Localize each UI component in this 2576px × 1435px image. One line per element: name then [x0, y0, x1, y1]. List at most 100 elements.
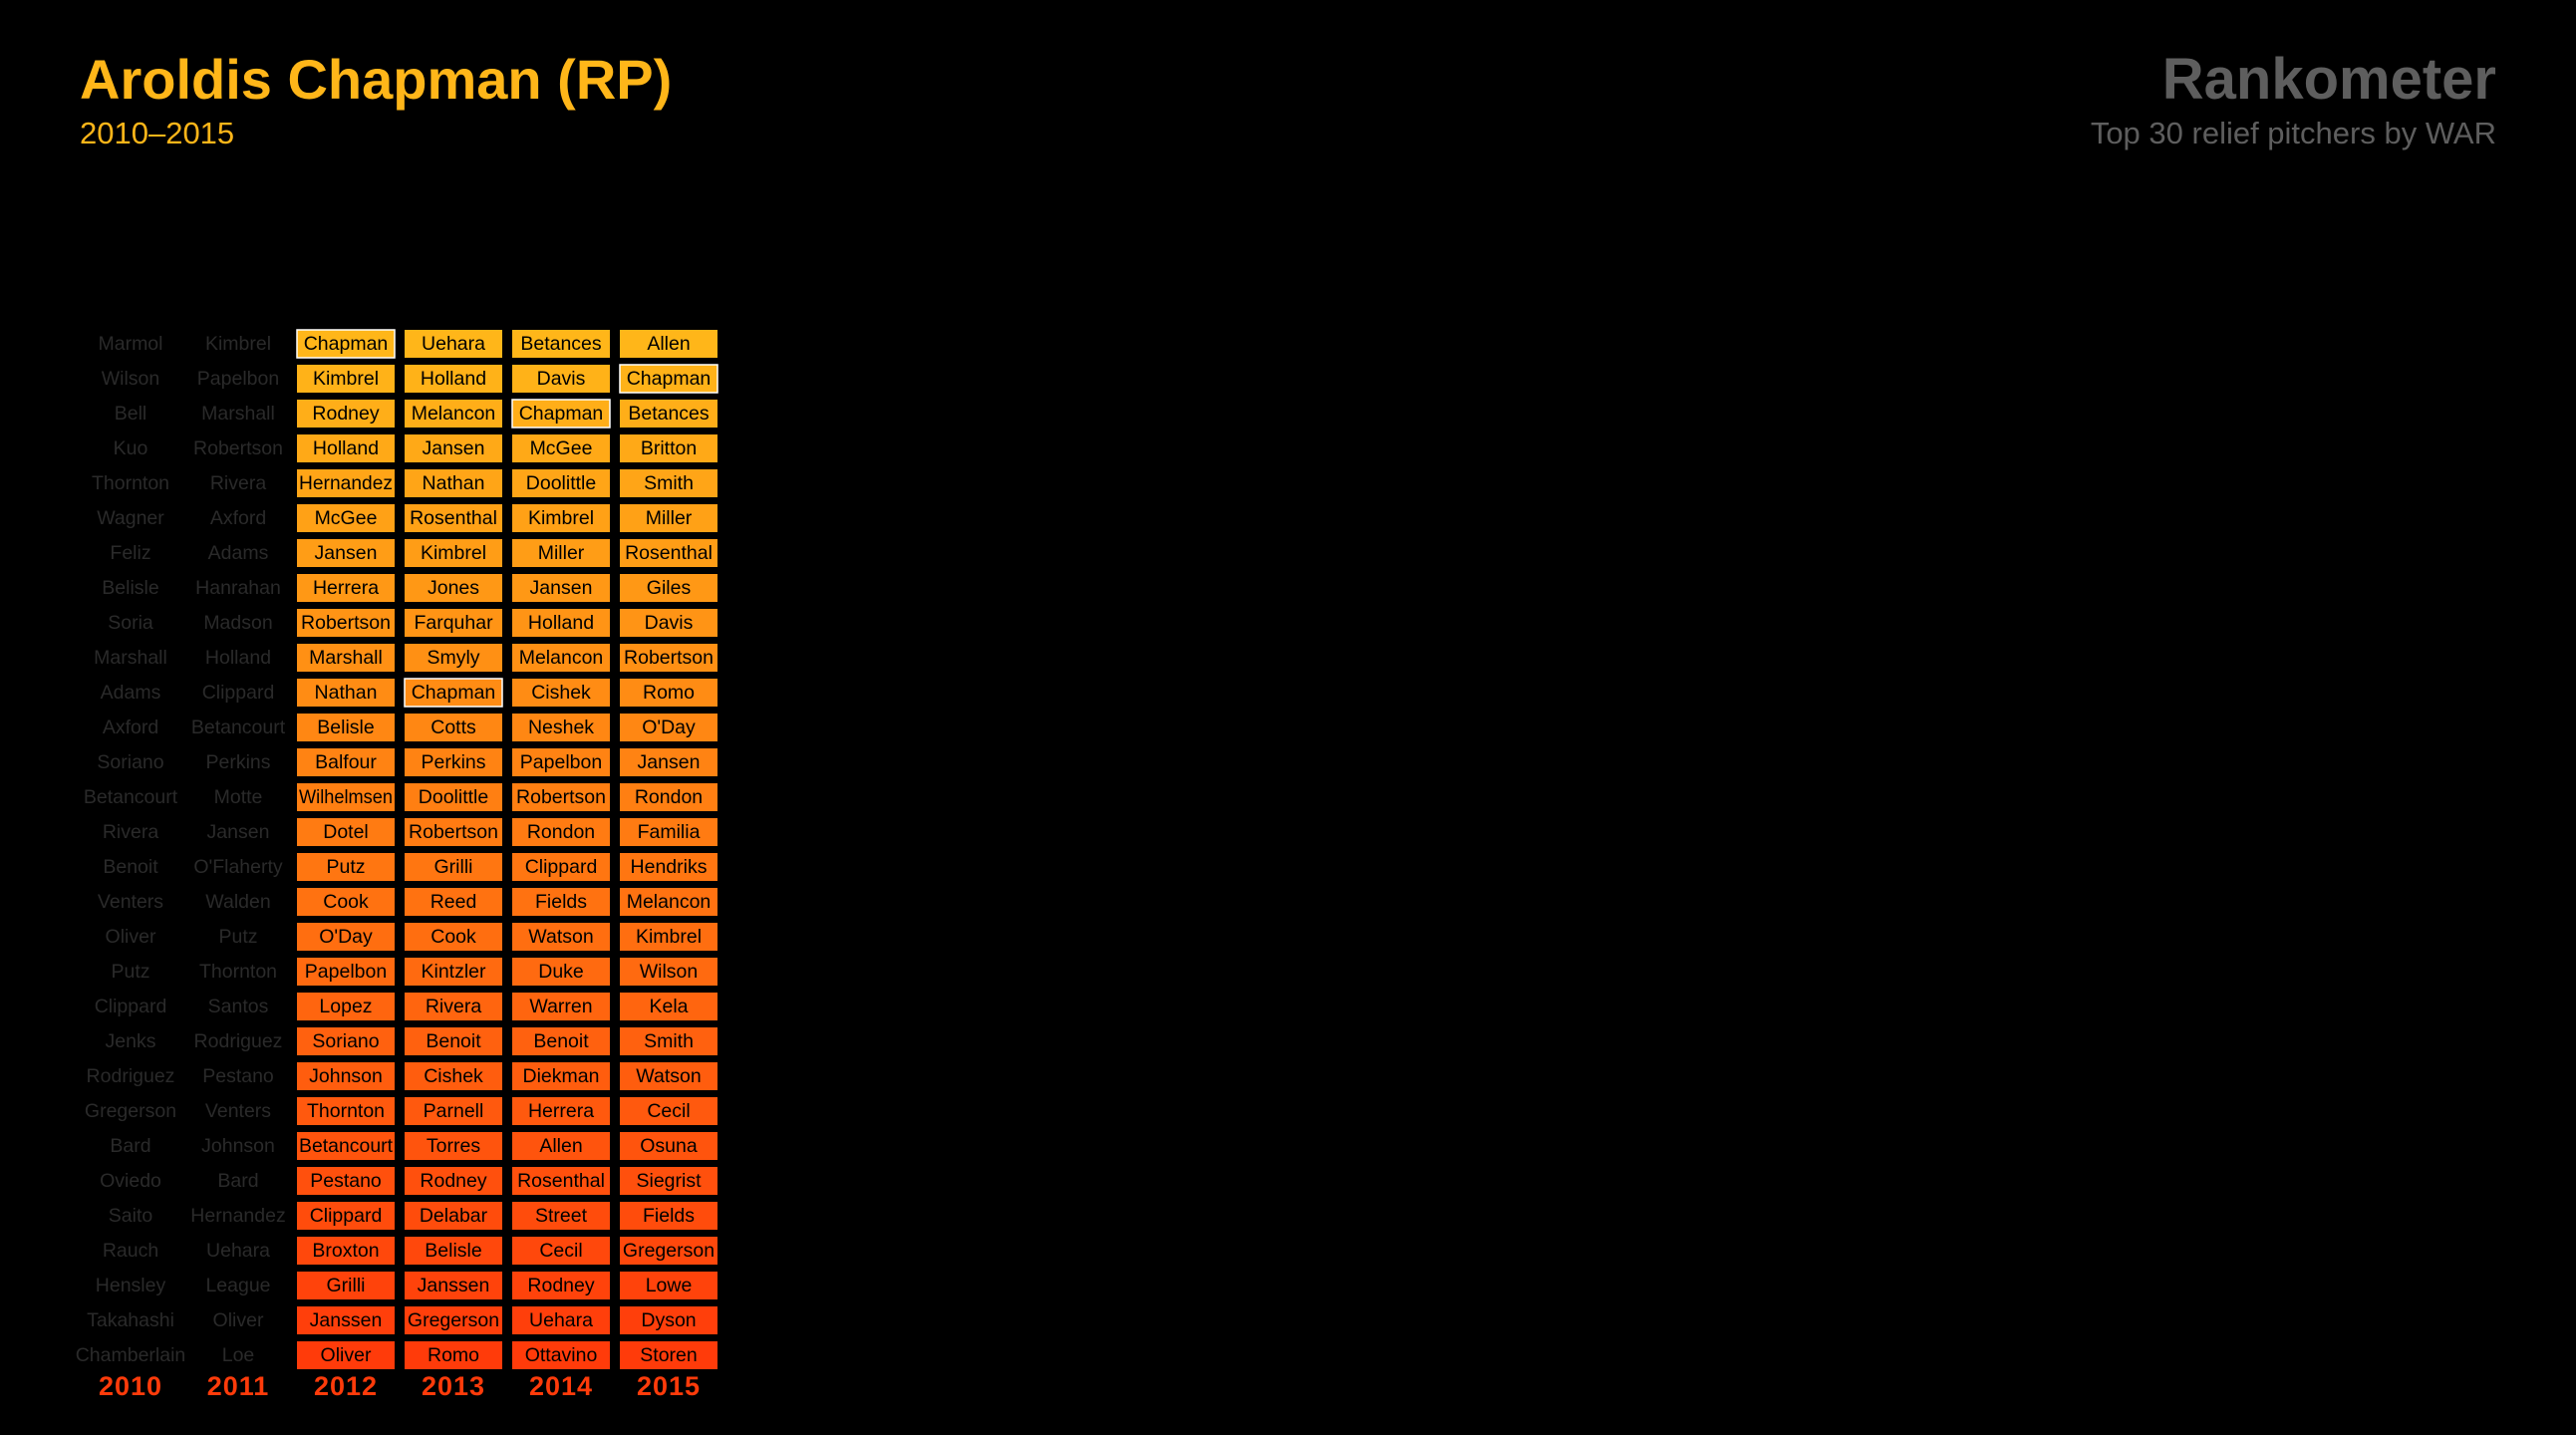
rank-cell-label: Osuna [640, 1135, 698, 1157]
rank-cell-label: Wilhelmsen [299, 786, 393, 808]
rank-cell-bg [512, 469, 610, 497]
rank-cell-label: Jansen [530, 577, 593, 599]
rank-cell-label: Jansen [207, 821, 270, 843]
rank-cell-bg [405, 958, 502, 986]
rank-cell-label: Hanrahan [195, 577, 281, 599]
rank-cell-bg [405, 853, 502, 881]
rank-cell-bg [620, 888, 717, 916]
rank-cell-label: Uehara [206, 1240, 270, 1262]
year-column-2013: Uehara Holland Melancon Jansen Nathan Rosenth… [404, 330, 503, 1369]
rank-cell-label: Balfour [315, 751, 377, 773]
rank-cell-label: Adams [101, 682, 161, 704]
rank-cell-bg [620, 1132, 717, 1160]
rank-cell-label: Putz [111, 961, 149, 983]
rank-cell-bg [512, 539, 610, 567]
rank-cell-label: Rivera [103, 821, 159, 843]
rank-cell-label: Reed [430, 891, 477, 913]
rank-cell-bg [620, 1097, 717, 1125]
rank-cell-label: Grilli [434, 856, 473, 878]
rank-cell-label: Chamberlain [76, 1344, 186, 1366]
rank-cell-bg [512, 1272, 610, 1299]
rank-cell-bg [512, 888, 610, 916]
rank-cell-label: Rosenthal [625, 542, 713, 564]
rank-cell-bg [512, 574, 610, 602]
rank-cell-bg [620, 644, 717, 672]
rank-cell-label: Hernandez [299, 472, 393, 494]
rank-cell-bg [405, 574, 502, 602]
rank-cell-bg [405, 1027, 502, 1055]
rank-cell-bg [405, 1167, 502, 1195]
rank-cell-label: Holland [528, 612, 594, 634]
rank-cell-bg [512, 609, 610, 637]
rank-cell-bg [512, 714, 610, 741]
rank-cell-bg [405, 609, 502, 637]
rank-cell-bg [297, 365, 395, 393]
rank-cell-label: Thornton [199, 961, 277, 983]
rank-cell-label: Street [535, 1205, 588, 1227]
rank-cell-label: Rodriguez [194, 1030, 283, 1052]
rank-cell-label: Holland [313, 437, 379, 459]
rank-cell-label: Clippard [95, 996, 167, 1017]
rank-cell-label: Betances [520, 333, 602, 355]
rank-cell-bg [405, 1237, 502, 1265]
rank-cell-bg [620, 1237, 717, 1265]
rank-cell-label: Marshall [201, 403, 275, 425]
rank-cell-label: O'Flaherty [193, 856, 283, 878]
rank-cell-bg [512, 1202, 610, 1230]
year-label: 2011 [207, 1371, 270, 1401]
rank-cell-bg [512, 1027, 610, 1055]
rank-cell-label: Putz [218, 926, 257, 948]
brand-subtitle: Top 30 relief pitchers by WAR [2090, 116, 2496, 150]
rank-cell-label: Gregerson [408, 1309, 499, 1331]
rank-cell-bg [405, 504, 502, 532]
rank-cell-label: Robertson [409, 821, 498, 843]
rank-cell-bg [405, 1272, 502, 1299]
rank-cell-bg [297, 1097, 395, 1125]
rank-cell-label: McGee [530, 437, 593, 459]
rank-cell-bg [297, 539, 395, 567]
rank-cell-bg [297, 818, 395, 846]
rank-cell-label: Rosenthal [410, 507, 497, 529]
rank-cell-bg [296, 329, 396, 359]
rank-cell-bg [512, 504, 610, 532]
rank-cell-bg [512, 330, 610, 358]
rank-cell-label: Jansen [315, 542, 378, 564]
rank-cell-label: Rodney [420, 1170, 486, 1192]
rank-cell-label: Venters [205, 1100, 271, 1122]
year-label: 2012 [314, 1371, 378, 1401]
rank-cell-bg [405, 539, 502, 567]
rank-cell-label: Kuo [114, 437, 148, 459]
rank-cell-bg [512, 1097, 610, 1125]
rank-cell-bg [512, 993, 610, 1020]
rank-cell-label: Lopez [319, 996, 372, 1017]
rank-cell-label: Rosenthal [517, 1170, 605, 1192]
rank-cell-bg [512, 1167, 610, 1195]
year-column-2011: Kimbrel Papelbon Marshall Robertson Rivera Ax… [190, 333, 285, 1366]
rank-cell-bg [297, 434, 395, 462]
rank-cell-bg [620, 434, 717, 462]
rank-cell-bg [512, 434, 610, 462]
rank-cell-label: Rivera [210, 472, 267, 494]
rank-cell-label: Chapman [627, 368, 712, 390]
rank-cell-bg [512, 1237, 610, 1265]
rank-cell-label: League [205, 1275, 270, 1296]
rank-cell-label: Bard [110, 1135, 150, 1157]
rank-cell-bg [297, 1132, 395, 1160]
rank-cell-bg [405, 469, 502, 497]
rank-cell-label: Belisle [425, 1240, 481, 1262]
rank-cell-bg [297, 1237, 395, 1265]
rank-cell-label: Melancon [627, 891, 712, 913]
rank-cell-bg [405, 400, 502, 428]
rank-cell-bg [297, 1167, 395, 1195]
rank-cell-label: Watson [528, 926, 593, 948]
rank-cell-label: Smyly [427, 647, 479, 669]
rank-cell-label: Jansen [423, 437, 485, 459]
rank-cell-bg [511, 399, 611, 429]
rank-cell-bg [405, 714, 502, 741]
rank-cell-bg [297, 504, 395, 532]
rank-cell-bg [297, 993, 395, 1020]
rank-cell-bg [297, 1062, 395, 1090]
rank-cell-label: Gregerson [623, 1240, 715, 1262]
year-label: 2010 [99, 1371, 162, 1401]
rank-cell-bg [405, 818, 502, 846]
